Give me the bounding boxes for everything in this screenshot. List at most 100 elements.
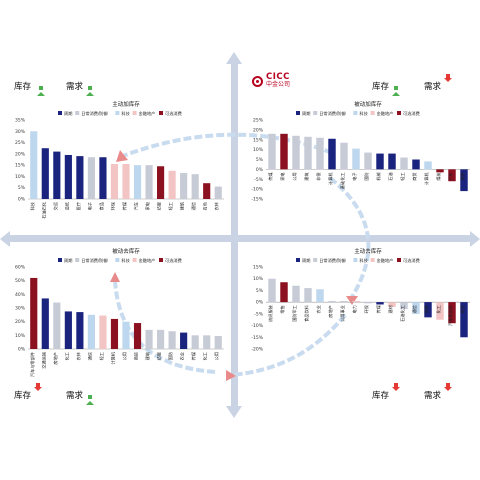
tag-top-right: 库存 — [372, 80, 401, 96]
cicc-logo-icon — [252, 75, 263, 87]
category-label: 机械 — [375, 172, 382, 181]
y-tick-label: 0% — [18, 347, 26, 353]
legend-entry: 科技 — [115, 257, 131, 264]
inventory-label: 库存 — [372, 82, 390, 92]
bar — [145, 165, 153, 199]
y-tick-label: 5% — [256, 157, 264, 163]
bar — [133, 323, 142, 349]
category-label: 国防 — [363, 172, 370, 180]
tag-top-left-demand: 需求 — [66, 80, 95, 96]
legend-label: 日常消费/防御 — [81, 257, 108, 264]
bar — [352, 148, 360, 170]
legend-swatch — [353, 258, 358, 262]
arrowhead-icon — [226, 370, 236, 381]
y-tick-label: 30% — [15, 306, 26, 312]
green-up-arrow-icon — [86, 390, 95, 405]
category-label: 公用事业 — [339, 305, 346, 322]
inventory-label: 库存 — [14, 391, 32, 401]
y-tick-label: 15% — [15, 163, 26, 169]
legend-swatch — [353, 111, 358, 115]
category-label: 钢铁 — [459, 172, 466, 181]
y-tick-label: 20% — [253, 127, 264, 133]
legend-swatch — [115, 258, 120, 262]
category-label: 房地产 — [327, 305, 334, 318]
y-tick-label: -10% — [251, 187, 263, 193]
bar — [41, 148, 49, 199]
bar — [376, 302, 384, 305]
legend-entry: 科技 — [353, 110, 369, 117]
bar — [268, 278, 276, 303]
bar — [316, 137, 324, 170]
y-tick-label: 10% — [15, 333, 26, 339]
category-label: 电力 — [351, 305, 358, 313]
cycle-arrow-right — [328, 176, 371, 302]
brand-subname: 中金公司 — [266, 81, 291, 88]
arrowhead-icon — [116, 150, 128, 162]
bar — [448, 302, 456, 324]
y-tick-label: 0% — [18, 197, 26, 203]
chart-title: 被动去库存 — [112, 247, 140, 255]
bar — [460, 302, 468, 338]
cycle-arrow-bottom — [229, 313, 347, 377]
legend-label: 科技 — [359, 110, 368, 117]
legend-swatch — [132, 111, 137, 115]
tag-bottom-left: 库存 — [14, 386, 43, 401]
y-tick-label: -5% — [254, 177, 263, 183]
bar — [110, 318, 119, 349]
category-label: 计算机 — [327, 172, 334, 185]
legend-label: 周期 — [64, 111, 72, 117]
y-tick-label: 10% — [15, 174, 26, 180]
legend-label: 日常消费/防御 — [319, 110, 346, 117]
category-label: 建筑 — [303, 172, 310, 181]
chart-title: 主动去库存 — [354, 247, 382, 255]
bar — [292, 135, 300, 170]
tag-bottom-right-demand: 需求 — [424, 386, 453, 401]
category-label: 通信 — [190, 202, 197, 210]
axis-arrow-left-icon — [0, 231, 10, 247]
red-down-arrow-icon — [444, 77, 453, 92]
y-tick-label: 25% — [253, 118, 264, 124]
legend-swatch — [397, 258, 401, 262]
category-label: 国防军工 — [291, 305, 298, 322]
bar — [180, 173, 188, 199]
category-label: 电子 — [86, 202, 92, 210]
bar — [214, 186, 222, 199]
bar — [53, 302, 61, 349]
legend-entry: 科技 — [353, 257, 369, 264]
bar — [448, 169, 456, 182]
category-label: 公用 — [292, 172, 298, 180]
legend-label: 金融地产 — [377, 257, 394, 264]
category-label: 造纸 — [63, 201, 70, 210]
bar — [64, 311, 72, 349]
bar — [364, 302, 372, 304]
green-up-arrow-icon — [37, 82, 45, 96]
y-tick-label: 5% — [18, 185, 26, 191]
bar — [76, 156, 84, 199]
category-label: 汽车零部件 — [447, 305, 454, 326]
bar — [41, 298, 49, 349]
category-label: 食品 — [98, 202, 105, 210]
category-label: 通信 — [86, 352, 93, 360]
bar — [376, 153, 384, 170]
y-tick-label: 15% — [253, 137, 264, 143]
legend-label: 科技 — [359, 257, 368, 264]
legend-label: 可选消费 — [165, 257, 182, 264]
tag-bottom-left-demand: 需求 — [66, 389, 95, 405]
bar — [191, 335, 199, 349]
legend-entry: 金融地产 — [132, 257, 155, 264]
bar — [168, 331, 176, 349]
legend-label: 周期 — [302, 258, 310, 264]
legend-swatch — [159, 258, 163, 262]
axis-arrow-down-icon — [226, 406, 242, 418]
bar — [388, 302, 396, 307]
bar — [460, 169, 468, 192]
y-tick-label: 25% — [15, 140, 26, 146]
category-label: 交通运输 — [40, 351, 47, 369]
bar — [424, 302, 432, 318]
legend-entry: 周期 — [296, 258, 310, 264]
category-label: 交运 — [52, 201, 59, 210]
bar — [412, 302, 420, 314]
